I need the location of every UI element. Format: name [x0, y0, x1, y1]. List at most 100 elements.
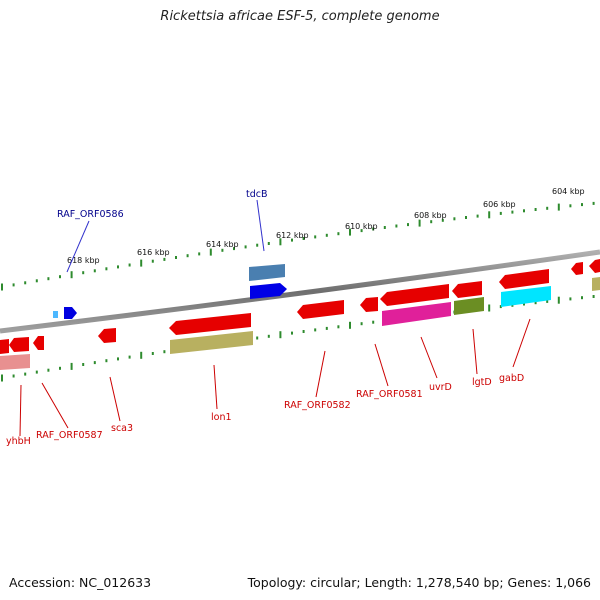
major-tick — [488, 304, 491, 312]
minor-tick — [163, 257, 166, 261]
gene-feature[interactable] — [454, 297, 484, 315]
minor-tick — [24, 372, 27, 376]
minor-tick — [546, 206, 549, 210]
minor-tick — [24, 281, 27, 285]
gene-label-sca3[interactable]: sca3 — [111, 423, 133, 434]
label-leader — [213, 364, 218, 410]
scale-label: 610 kbp — [345, 222, 378, 231]
scale-label: 614 kbp — [206, 240, 239, 249]
minor-tick — [372, 227, 375, 231]
major-tick — [488, 211, 491, 219]
gene-feature[interactable] — [592, 277, 600, 291]
gene-feature[interactable] — [589, 259, 600, 273]
gene-feature[interactable] — [297, 300, 344, 319]
gene-feature[interactable] — [98, 328, 116, 343]
minor-tick — [128, 355, 131, 359]
minor-tick — [267, 242, 270, 245]
major-tick — [349, 228, 351, 236]
scale-label: 618 kbp — [67, 256, 100, 265]
gene-label-raf-orf0587[interactable]: RAF_ORF0587 — [36, 430, 103, 441]
minor-tick — [151, 352, 154, 355]
gene-feature[interactable] — [249, 264, 285, 281]
minor-tick — [360, 322, 363, 326]
major-tick — [279, 238, 282, 246]
major-tick — [140, 351, 143, 359]
minor-tick — [82, 363, 85, 366]
major-tick — [557, 296, 560, 304]
gene-label-tdcb[interactable]: tdcB — [246, 189, 268, 200]
gene-feature[interactable] — [0, 339, 9, 354]
gene-label-lgtd[interactable]: lgtD — [472, 377, 492, 388]
minor-tick — [592, 295, 595, 298]
minor-tick — [82, 271, 85, 275]
inner-scale-ticks — [1, 295, 595, 382]
forward-genes — [53, 264, 600, 319]
major-tick — [140, 259, 143, 267]
gene-feature[interactable] — [0, 354, 30, 370]
gene-feature[interactable] — [571, 262, 583, 275]
minor-tick — [12, 374, 15, 378]
minor-tick — [465, 216, 467, 219]
minor-tick — [151, 259, 154, 263]
gene-feature[interactable] — [9, 337, 29, 352]
scale-label: 608 kbp — [414, 211, 447, 220]
minor-tick — [117, 265, 119, 269]
minor-tick — [581, 203, 583, 207]
forward-gene-labels: RAF_ORF0586 tdcB — [57, 189, 268, 273]
gene-feature[interactable] — [360, 297, 378, 312]
scale-labels: 618 kbp 616 kbp 614 kbp 612 kbp 610 kbp … — [67, 187, 585, 265]
genome-stats-text: Topology: circular; Length: 1,278,540 bp… — [247, 575, 591, 590]
minor-tick — [93, 361, 96, 365]
minor-tick — [105, 359, 108, 363]
gene-label-uvrd[interactable]: uvrD — [429, 382, 452, 393]
minor-tick — [128, 263, 131, 267]
gene-feature[interactable] — [64, 307, 77, 319]
minor-tick — [569, 297, 572, 301]
minor-tick — [244, 245, 247, 249]
minor-tick — [47, 277, 50, 281]
gene-feature[interactable] — [382, 302, 451, 326]
minor-tick — [383, 226, 386, 229]
minor-tick — [337, 232, 340, 236]
gene-label-yhbh[interactable]: yhbH — [6, 436, 31, 447]
minor-tick — [12, 283, 15, 287]
minor-tick — [523, 209, 525, 213]
gene-label-raf-orf0582[interactable]: RAF_ORF0582 — [284, 400, 351, 411]
gene-feature[interactable] — [380, 284, 449, 306]
minor-tick — [291, 238, 293, 242]
label-leader — [66, 220, 90, 273]
minor-tick — [117, 357, 119, 361]
gene-feature[interactable] — [250, 283, 287, 299]
scale-label: 616 kbp — [137, 248, 170, 257]
gene-label-raf-orf0581[interactable]: RAF_ORF0581 — [356, 389, 423, 400]
major-tick — [1, 283, 3, 291]
gene-feature[interactable] — [33, 336, 44, 350]
scale-label: 606 kbp — [483, 200, 516, 209]
genome-backbone — [0, 249, 600, 334]
label-leader — [41, 382, 69, 429]
minor-tick — [337, 325, 340, 329]
gene-feature[interactable] — [170, 331, 253, 354]
minor-tick — [395, 224, 398, 228]
accession-text: Accession: NC_012633 — [9, 575, 152, 590]
reverse-gene-labels: yhbH RAF_ORF0587 sca3 lon1 RAF_ORF0582 R… — [6, 318, 531, 447]
gene-label-lon1[interactable]: lon1 — [211, 412, 232, 423]
gene-label-gabd[interactable]: gabD — [499, 373, 524, 384]
minor-tick — [59, 366, 61, 370]
minor-tick — [534, 301, 537, 305]
gene-feature[interactable] — [499, 269, 549, 289]
gene-feature[interactable] — [452, 281, 482, 298]
minor-tick — [314, 235, 317, 239]
gene-feature[interactable] — [53, 311, 58, 318]
gene-feature[interactable] — [169, 313, 251, 335]
minor-tick — [441, 218, 444, 222]
minor-tick — [592, 201, 595, 205]
minor-tick — [546, 299, 549, 303]
label-leader — [420, 336, 438, 379]
gene-feature[interactable] — [501, 286, 551, 307]
gene-label-raf-orf0586[interactable]: RAF_ORF0586 — [57, 209, 124, 220]
minor-tick — [407, 223, 409, 227]
major-tick — [1, 374, 3, 382]
minor-tick — [59, 275, 61, 279]
